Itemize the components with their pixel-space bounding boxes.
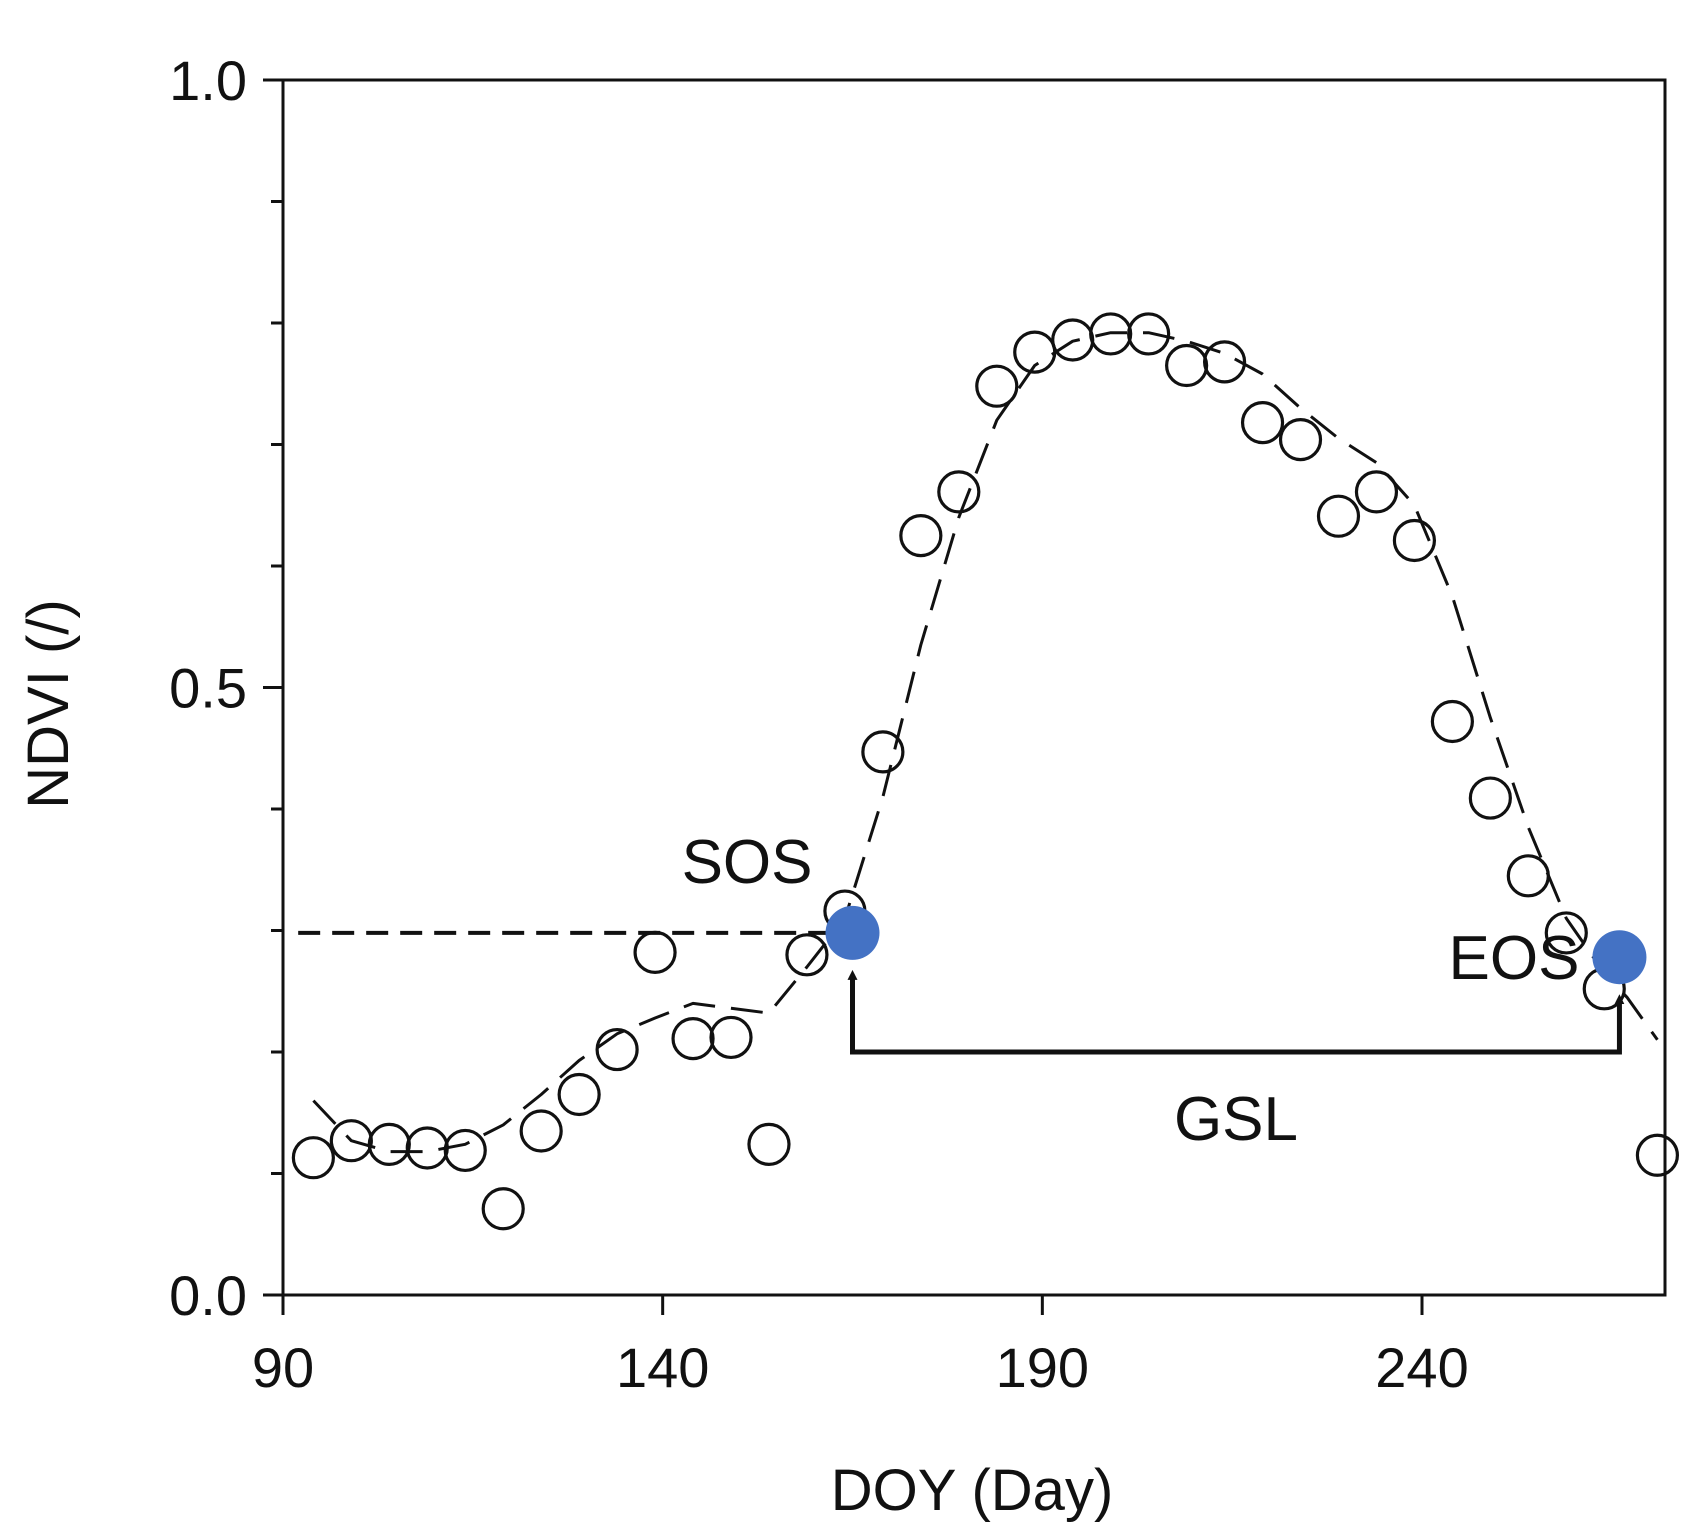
y-axis-title: NDVI (/) <box>16 599 81 808</box>
data-point <box>937 470 981 514</box>
data-point <box>1202 340 1247 384</box>
data-point <box>1165 343 1209 388</box>
x-axis-title: DOY (Day) <box>831 1458 1114 1523</box>
eos-label: EOS <box>1449 924 1580 993</box>
data-point <box>1089 312 1133 356</box>
data-point <box>1316 494 1361 538</box>
gsl-label: GSL <box>1174 1085 1298 1154</box>
gsl-bracket-arrow <box>847 969 1625 1055</box>
axes-layer: 0.0 0.5 1.0 90 140 190 240 <box>169 49 1667 1399</box>
data-point <box>709 1015 753 1060</box>
y-tick-label: 0.5 <box>169 657 247 720</box>
data-point <box>671 1017 715 1061</box>
annotation-layer: GSL SOS EOS <box>682 828 1647 1154</box>
data-point <box>899 514 943 558</box>
data-point <box>291 1136 335 1180</box>
data-point <box>975 364 1019 408</box>
x-tick-label: 240 <box>1375 1336 1468 1399</box>
data-point <box>1392 518 1437 563</box>
data-point <box>633 930 677 974</box>
data-point <box>1635 1133 1680 1177</box>
data-point <box>1544 911 1588 955</box>
label-layer: DOY (Day) NDVI (/) <box>16 599 1113 1523</box>
data-point <box>367 1122 411 1166</box>
eos-marker <box>1592 930 1647 985</box>
fitted-curve-line <box>312 331 1659 1154</box>
data-point <box>1354 470 1399 514</box>
data-point <box>557 1072 601 1117</box>
data-point <box>1468 776 1512 820</box>
data-point <box>481 1187 525 1231</box>
data-point <box>1506 854 1550 898</box>
data-point <box>785 933 829 977</box>
data-point <box>1278 418 1323 462</box>
data-point <box>1240 401 1285 445</box>
y-tick-label: 0.0 <box>169 1264 247 1327</box>
x-tick-label: 190 <box>996 1336 1089 1399</box>
data-point <box>1127 312 1171 356</box>
fitted-curve-layer <box>298 331 1659 1154</box>
data-point <box>405 1126 449 1170</box>
data-point <box>1430 699 1474 744</box>
data-point <box>595 1027 639 1072</box>
data-point <box>519 1109 563 1153</box>
data-point <box>861 730 905 774</box>
x-tick-label: 140 <box>616 1336 709 1399</box>
x-tick-label: 90 <box>252 1336 314 1399</box>
y-tick-label: 1.0 <box>169 49 247 112</box>
sos-marker <box>825 905 880 960</box>
data-point <box>747 1122 791 1166</box>
data-point <box>443 1128 487 1173</box>
data-point <box>329 1119 373 1163</box>
data-point <box>1013 330 1057 374</box>
sos-label: SOS <box>682 828 813 897</box>
